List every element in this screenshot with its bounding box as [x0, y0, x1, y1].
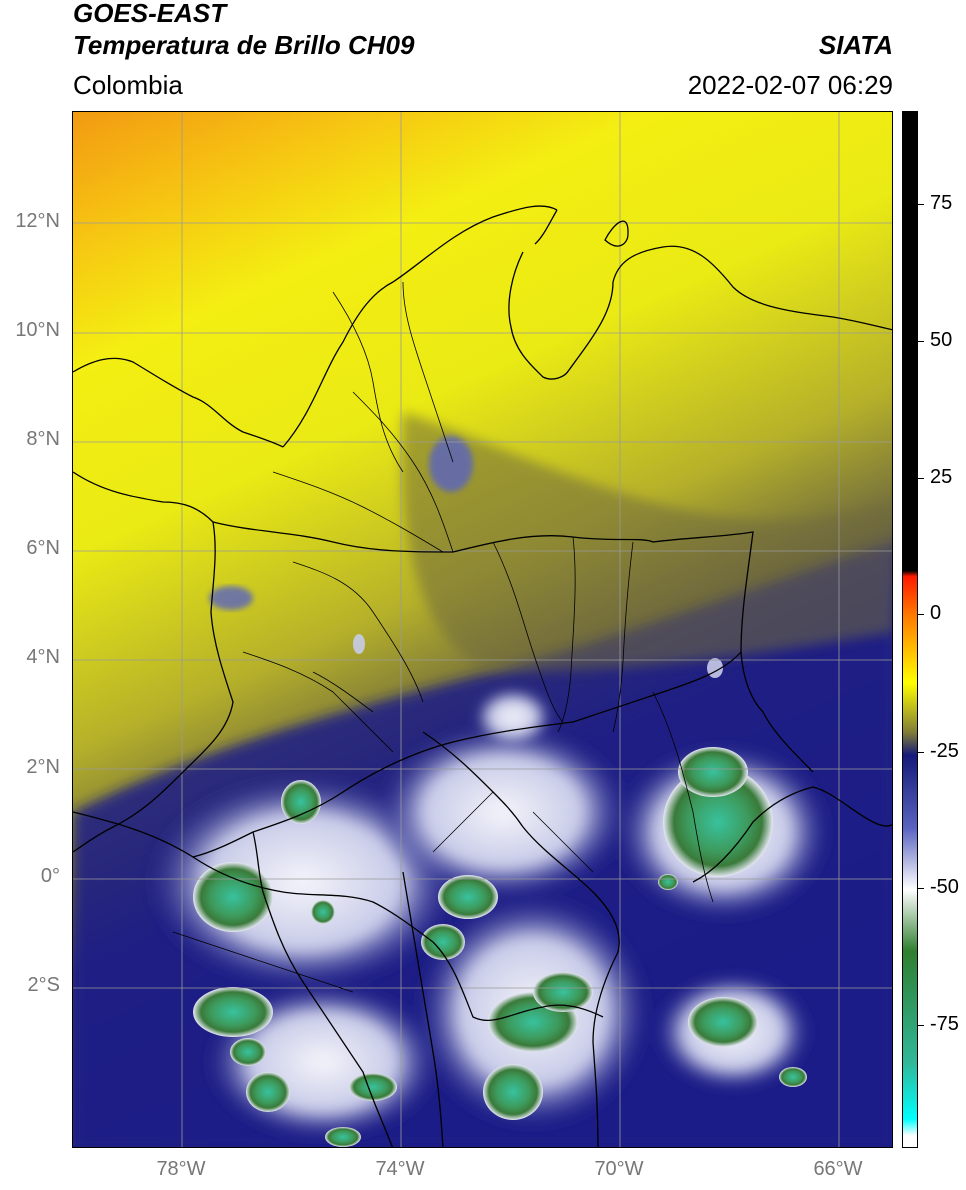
- lon-label: 74°W: [375, 1158, 425, 1180]
- colorbar-tick: [918, 341, 924, 342]
- lat-label: 2°N: [26, 756, 60, 778]
- region-label: Colombia: [73, 70, 183, 100]
- lat-label: 12°N: [15, 210, 60, 232]
- convective-cores: [193, 747, 807, 1147]
- brightness-temperature-map: [72, 111, 893, 1148]
- lat-label: 10°N: [15, 319, 60, 341]
- colorbar-tick: [918, 478, 924, 479]
- lat-label: 4°N: [26, 646, 60, 668]
- lon-label: 78°W: [156, 1158, 206, 1180]
- lon-label: 70°W: [594, 1158, 644, 1180]
- colorbar-tick: [918, 614, 924, 615]
- lat-label: 6°N: [26, 537, 60, 559]
- lat-label: 2°S: [27, 974, 60, 996]
- department-boundaries: [172, 281, 714, 993]
- colorbar-label: -50: [930, 876, 959, 898]
- colorbar-label: -25: [930, 740, 959, 762]
- colorbar-label: -75: [930, 1013, 959, 1035]
- lon-label: 66°W: [813, 1158, 863, 1180]
- source-label: SIATA: [818, 30, 893, 60]
- colorbar-label: 50: [930, 329, 953, 351]
- datetime-label: 2022-02-07 06:29: [687, 70, 893, 100]
- colorbar-label: 75: [930, 192, 953, 214]
- cold-patch: [429, 436, 473, 492]
- cold-patch: [353, 634, 365, 654]
- lat-label: 8°N: [26, 428, 60, 450]
- colorbar-tick: [918, 1025, 924, 1026]
- cold-patch: [209, 586, 253, 610]
- satellite-title: GOES-EAST: [73, 0, 227, 28]
- colorbar-tick: [918, 888, 924, 889]
- colorbar-tick: [918, 752, 924, 753]
- colorbar: [902, 111, 918, 1148]
- colorbar-tick: [918, 204, 924, 205]
- colorbar-label: 0: [930, 602, 942, 624]
- olive-transition-zone: [401, 412, 892, 672]
- colorbar-label: 25: [930, 466, 953, 488]
- lat-label: 0°: [40, 865, 60, 887]
- product-title: Temperatura de Brillo CH09: [73, 30, 415, 60]
- country-boundaries: [73, 205, 892, 1147]
- graticule: [73, 112, 892, 1147]
